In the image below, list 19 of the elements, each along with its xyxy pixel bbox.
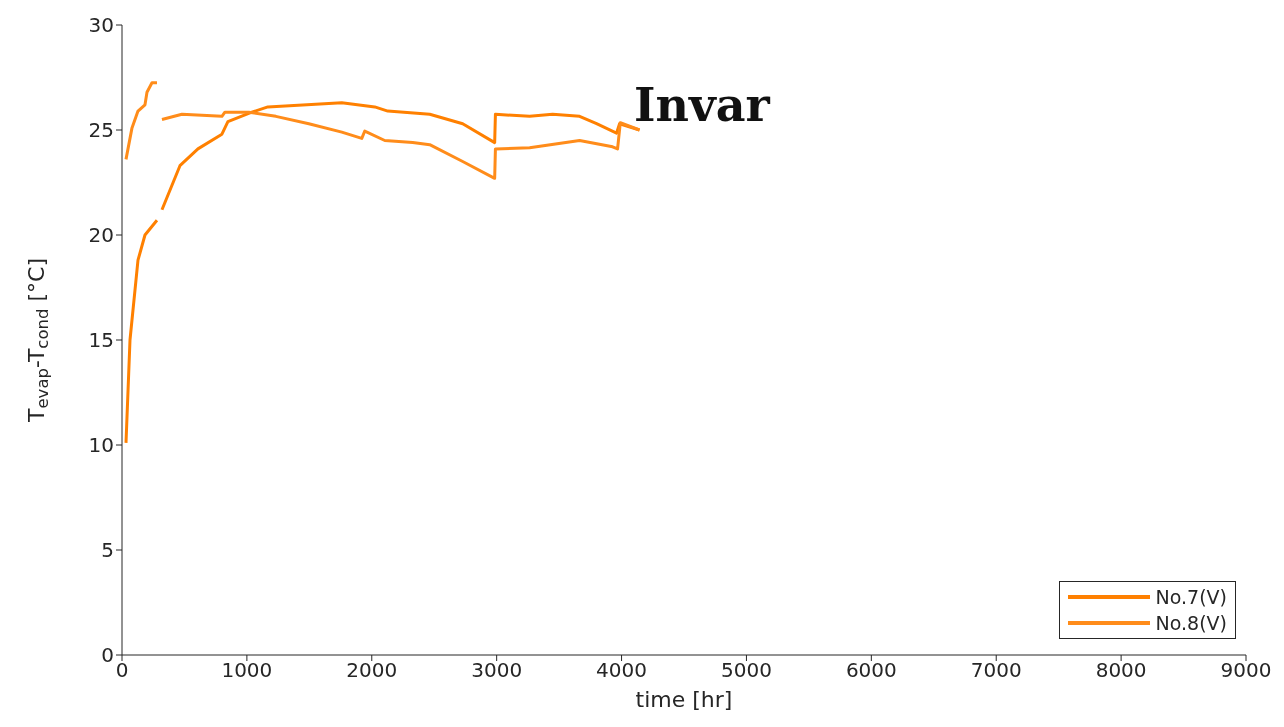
x-tick-label: 6000	[845, 658, 897, 683]
y-tick-label: 5	[101, 538, 114, 563]
x-tick-label: 8000	[1095, 658, 1147, 683]
legend-label: No.8(V)	[1155, 611, 1227, 636]
y-tick-label: 20	[88, 223, 114, 248]
x-tick-label: 1000	[221, 658, 273, 683]
x-tick-label: 9000	[1220, 658, 1272, 683]
x-tick-label: 3000	[471, 658, 523, 683]
x-tick-label: 4000	[596, 658, 648, 683]
legend-label: No.7(V)	[1155, 585, 1227, 610]
x-tick-label: 7000	[970, 658, 1022, 683]
y-tick-label: 25	[88, 118, 114, 143]
y-tick-label: 15	[88, 328, 114, 353]
y-tick-label: 10	[88, 433, 114, 458]
x-axis-title: time [hr]	[635, 687, 733, 712]
x-tick-label: 5000	[720, 658, 772, 683]
x-tick-label: 2000	[346, 658, 398, 683]
y-tick-label: 30	[88, 13, 114, 38]
annotation: Invar	[634, 78, 770, 132]
